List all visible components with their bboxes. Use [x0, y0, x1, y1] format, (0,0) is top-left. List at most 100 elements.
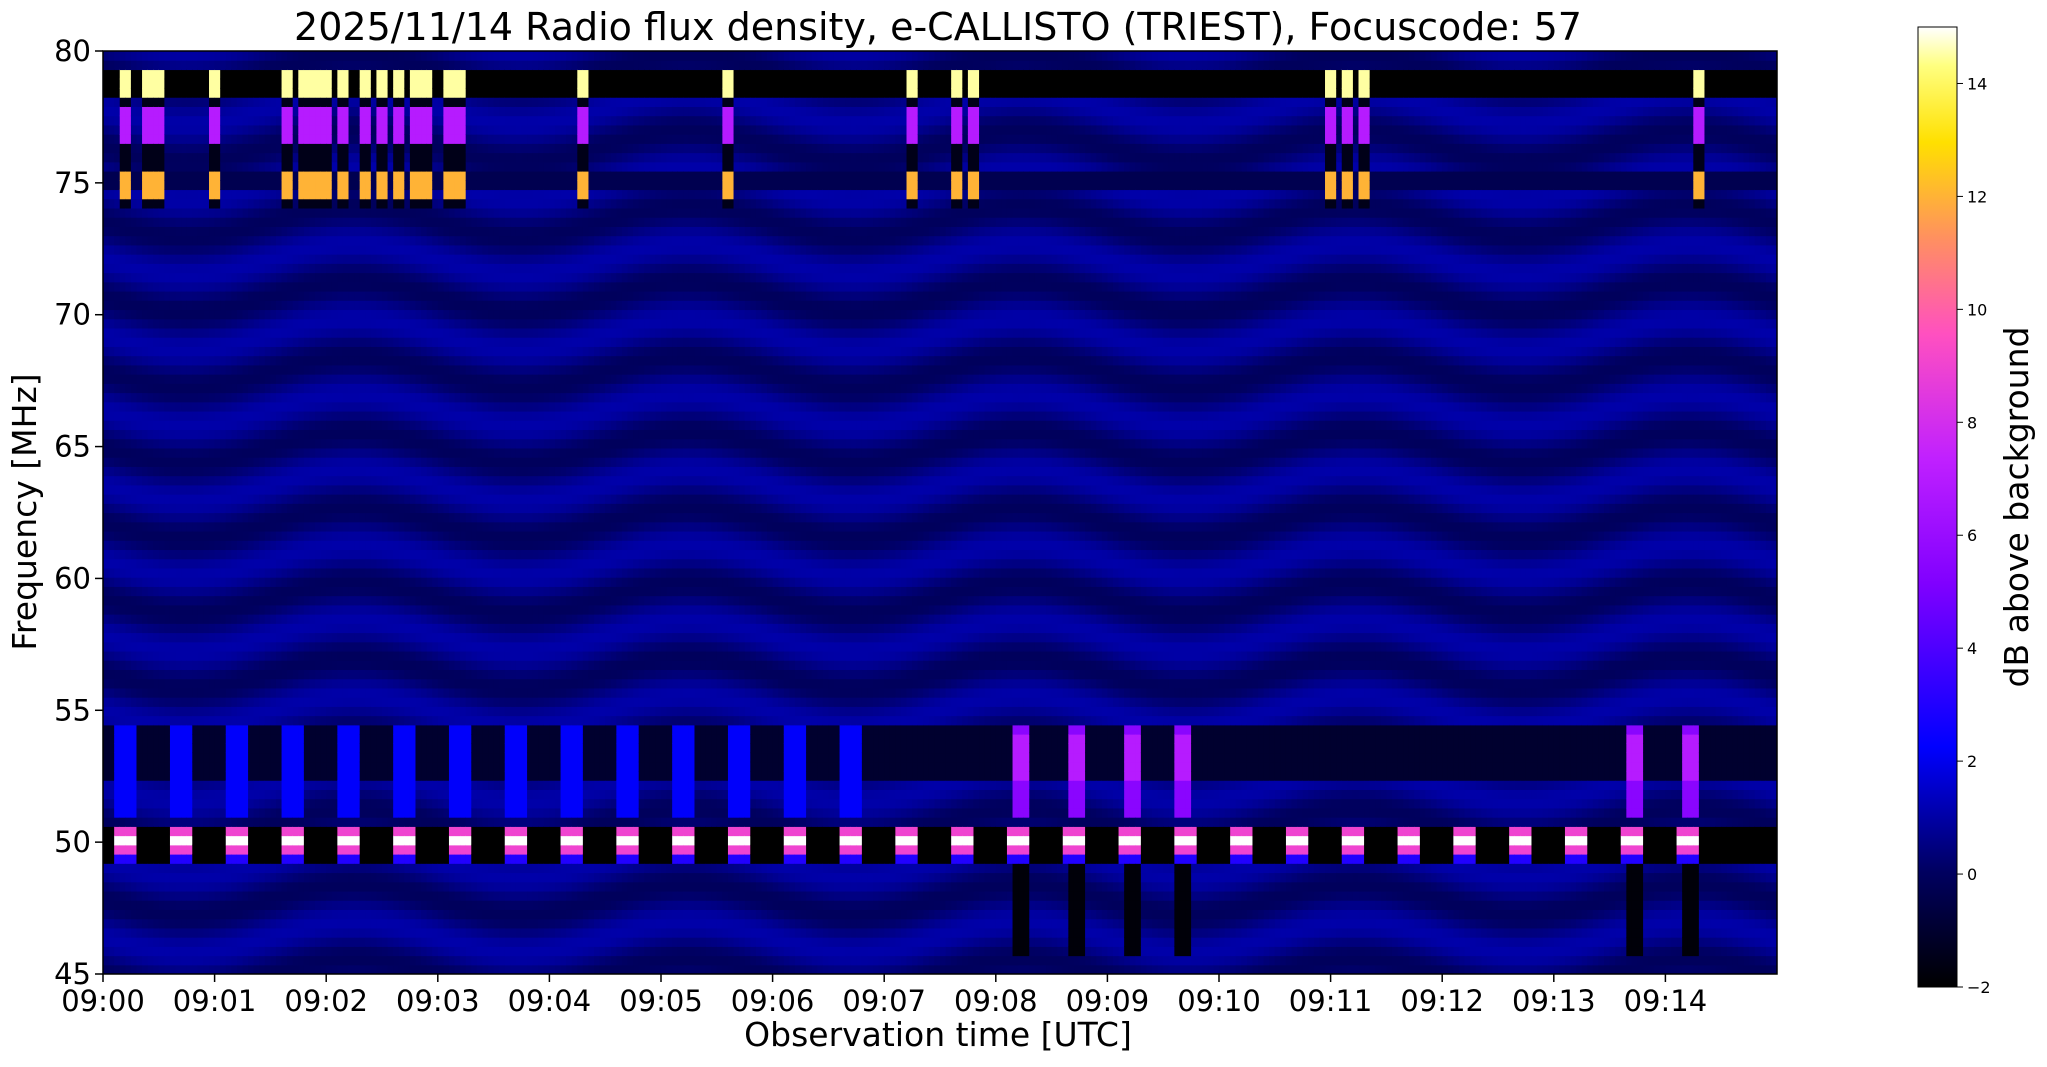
spectrogram-cell: [270, 549, 276, 559]
spectrogram-cell: [349, 651, 355, 661]
spectrogram-cell: [349, 522, 355, 532]
spectrogram-cell: [181, 51, 187, 61]
spectrogram-cell: [349, 134, 355, 144]
spectrogram-cell: [103, 651, 109, 661]
spectrogram-cell: [254, 522, 260, 532]
spectrogram-cell: [365, 725, 371, 735]
spectrogram-cell: [209, 106, 215, 116]
spectrogram-cell: [343, 559, 349, 569]
spectrogram-cell: [343, 245, 349, 255]
spectrogram-cell: [309, 651, 315, 661]
spectrogram-cell: [276, 716, 282, 726]
spectrogram-cell: [360, 605, 366, 615]
spectrogram-cell: [120, 513, 126, 523]
spectrogram-cell: [287, 134, 293, 144]
spectrogram-cell: [337, 679, 343, 689]
spectrogram-cell: [376, 577, 382, 587]
spectrogram-cell: [237, 660, 243, 670]
spectrogram-cell: [231, 254, 237, 264]
spectrogram-cell: [259, 439, 265, 449]
spectrogram-cell: [187, 891, 193, 901]
spectrogram-cell: [148, 199, 154, 209]
spectrogram-cell: [148, 577, 154, 587]
spectrogram-cell: [354, 365, 360, 375]
spectrogram-cell: [304, 420, 310, 430]
spectrogram-cell: [287, 531, 293, 541]
spectrogram-cell: [298, 180, 304, 190]
spectrogram-cell: [371, 328, 377, 338]
spectrogram-cell: [349, 106, 355, 116]
spectrogram-cell: [265, 540, 271, 550]
spectrogram-cell: [259, 651, 265, 661]
spectrogram-cell: [142, 660, 148, 670]
spectrogram-cell: [148, 319, 154, 329]
spectrogram-cell: [198, 679, 204, 689]
spectrogram-cell: [293, 346, 299, 356]
spectrogram-cell: [337, 716, 343, 726]
spectrogram-cell: [254, 891, 260, 901]
spectrogram-cell: [371, 309, 377, 319]
spectrogram-cell: [176, 946, 182, 956]
spectrogram-cell: [176, 559, 182, 569]
spectrogram-cell: [349, 642, 355, 652]
spectrogram-cell: [192, 872, 198, 882]
spectrogram-cell: [237, 79, 243, 89]
spectrogram-cell: [309, 273, 315, 283]
spectrogram-cell: [270, 725, 276, 735]
spectrogram-cell: [209, 393, 215, 403]
spectrogram-cell: [192, 125, 198, 135]
spectrogram-cell: [337, 651, 343, 661]
spectrogram-cell: [371, 596, 377, 606]
spectrogram-cell: [287, 79, 293, 89]
spectrogram-cell: [337, 189, 343, 199]
spectrogram-cell: [282, 263, 288, 273]
spectrogram-cell: [270, 919, 276, 929]
spectrogram-cell: [176, 448, 182, 458]
spectrogram-cell: [254, 42, 260, 52]
spectrogram-cell: [125, 208, 131, 218]
spectrogram-cell: [376, 826, 382, 836]
spectrogram-cell: [164, 273, 170, 283]
spectrogram-cell: [142, 199, 148, 209]
spectrogram-cell: [103, 522, 109, 532]
spectrogram-cell: [315, 688, 321, 698]
spectrogram-cell: [343, 596, 349, 606]
spectrogram-cell: [198, 189, 204, 199]
spectrogram-cell: [203, 476, 209, 486]
spectrogram-cell: [192, 863, 198, 873]
spectrogram-cell: [215, 42, 221, 52]
spectrogram-cell: [125, 872, 131, 882]
spectrogram-cell: [209, 937, 215, 947]
spectrogram-cell: [159, 97, 165, 107]
spectrogram-cell: [309, 854, 315, 864]
spectrogram-cell: [349, 319, 355, 329]
spectrogram-cell: [332, 872, 338, 882]
spectrogram-cell: [293, 125, 299, 135]
spectrogram-cell: [326, 393, 332, 403]
spectrogram-cell: [315, 448, 321, 458]
spectrogram-cell: [114, 319, 120, 329]
spectrogram-cell: [159, 383, 165, 393]
spectrogram-cell: [243, 429, 249, 439]
spectrogram-cell: [365, 743, 371, 753]
spectrogram-cell: [254, 125, 260, 135]
spectrogram-cell: [109, 513, 115, 523]
spectrogram-cell: [360, 420, 366, 430]
spectrogram-cell: [243, 309, 249, 319]
spectrogram-cell: [176, 171, 182, 181]
spectrogram-cell: [103, 697, 109, 707]
spectrogram-cell: [360, 365, 366, 375]
spectrogram-cell: [321, 337, 327, 347]
spectrogram-cell: [265, 808, 271, 818]
spectrogram-cell: [243, 97, 249, 107]
spectrogram-cell: [215, 743, 221, 753]
spectrogram-cell: [176, 88, 182, 98]
spectrogram-cell: [164, 494, 170, 504]
spectrogram-cell: [176, 393, 182, 403]
spectrogram-cell: [203, 688, 209, 698]
spectrogram-cell: [254, 789, 260, 799]
spectrogram-cell: [276, 559, 282, 569]
spectrogram-cell: [270, 743, 276, 753]
spectrogram-cell: [309, 891, 315, 901]
spectrogram-cell: [343, 614, 349, 624]
